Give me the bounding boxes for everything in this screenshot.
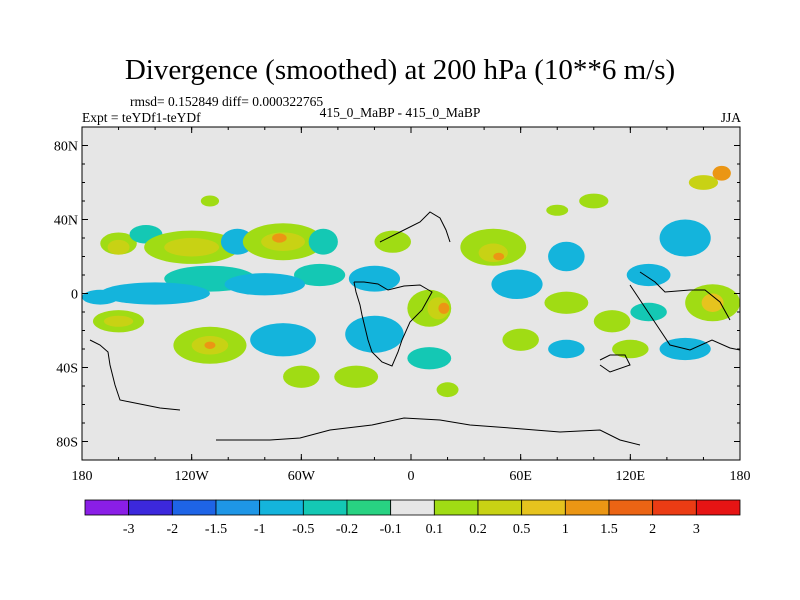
stats-text: rmsd= 0.152849 diff= 0.000322765 [130,94,324,109]
field-blob-41 [630,302,667,322]
colorbar-swatch-14 [695,499,741,516]
y-tick-label-1: 40N [54,214,78,229]
experiment-label: Expt = teYDf1-teYDf [82,110,201,125]
colorbar-swatch-9 [477,499,523,516]
colorbar-label-13: 3 [693,522,700,537]
field-blob-34 [548,241,585,272]
colorbar-swatch-1 [128,499,173,516]
colorbar-label-2: -1.5 [205,522,227,537]
field-blob-43 [701,293,724,312]
field-blob-32 [493,252,505,261]
colorbar: -3 -2 -1.5 -1 -0.5 -0.2 -0.1 0.1 0.2 0.5 1 1.5 2 3 [84,499,741,537]
coastline-south-pacific [89,339,181,411]
x-tick-label-6: 180 [730,469,751,484]
field-blob-49 [546,204,569,216]
field-blob-33 [491,269,543,300]
field-blob-22 [374,230,411,253]
colorbar-label-9: 0.5 [513,522,531,537]
divergence-field [82,165,740,398]
coastline-asia [629,284,740,351]
colorbar-label-10: 1 [562,522,569,537]
field-blob-27 [345,315,404,353]
colorbar-label-5: -0.2 [336,522,358,537]
colorbar-label-8: 0.2 [469,522,487,537]
colorbar-swatch-7 [390,499,435,516]
coastline-maritime [639,271,731,321]
field-blob-38 [593,310,631,333]
chart-title: Divergence (smoothed) at 200 hPa (10**6 … [124,54,676,86]
y-axis: 80N 40N 0 40S 80S [54,140,740,451]
field-blob-19 [204,341,216,349]
case-label: 415_0_MaBP - 415_0_MaBP [319,105,481,120]
x-tick-label-3: 0 [408,469,415,484]
colorbar-swatch-10 [521,499,566,516]
y-tick-label-2: 0 [71,288,78,303]
coastline-islands [599,354,631,373]
coastline-south-america [353,281,433,367]
x-tick-label-0: 180 [72,469,93,484]
x-tick-label-1: 120W [175,469,210,484]
field-blob-39 [626,263,671,287]
field-blob-10 [308,228,338,255]
colorbar-label-6: -0.1 [380,522,402,537]
colorbar-swatch-12 [608,499,654,516]
field-blob-16 [103,315,134,327]
field-blob-47 [612,339,649,359]
x-tick-label-4: 60E [509,469,532,484]
colorbar-label-7: 0.1 [426,522,444,537]
x-tick-label-2: 60W [288,469,316,484]
field-blob-14 [82,289,119,305]
coastline-north-america [379,211,451,243]
colorbar-swatch-4 [259,499,304,516]
field-blob-37 [548,339,585,359]
season-label: JJA [720,110,741,125]
field-blob-11 [294,263,346,287]
field-blob-48 [579,193,609,209]
colorbar-swatch-2 [171,499,217,516]
colorbar-label-4: -0.5 [292,522,314,537]
y-tick-label-0: 80N [54,140,78,155]
colorbar-label-12: 2 [649,522,656,537]
field-blob-29 [407,347,452,370]
x-axis: 180 120W 60W 0 60E 120E 180 [72,127,751,484]
colorbar-label-11: 1.5 [600,522,618,537]
field-blob-9 [272,233,287,243]
colorbar-label-3: -1 [254,522,266,537]
field-blob-31 [478,243,508,263]
field-blob-26 [438,302,450,314]
colorbar-swatch-5 [302,499,348,516]
field-blob-36 [502,328,539,351]
colorbar-swatch-8 [433,499,479,516]
field-blob-13 [100,282,210,305]
colorbar-label-1: -2 [166,522,178,537]
field-blob-51 [436,382,459,398]
y-tick-label-4: 80S [56,436,78,451]
field-blob-28 [334,365,379,388]
field-blob-20 [250,323,316,357]
field-blob-25 [427,297,450,320]
field-blob-40 [659,219,711,257]
y-tick-label-3: 40S [56,362,78,377]
x-tick-label-5: 120E [616,469,646,484]
colorbar-swatch-11 [564,499,610,516]
field-blob-21 [283,365,320,388]
coastline-antarctica [216,417,641,446]
colorbar-label-0: -3 [123,522,135,537]
field-blob-12 [224,273,305,296]
field-blob-44 [688,175,719,190]
colorbar-swatch-0 [84,499,130,516]
field-blob-4 [164,238,220,257]
field-blob-23 [348,265,401,292]
coastlines [89,211,740,446]
colorbar-swatch-13 [652,499,697,516]
field-blob-1 [107,239,130,255]
colorbar-swatch-3 [215,499,261,516]
field-blob-50 [200,195,220,207]
field-blob-45 [712,165,731,181]
colorbar-swatch-6 [346,499,392,516]
field-blob-35 [544,291,589,314]
